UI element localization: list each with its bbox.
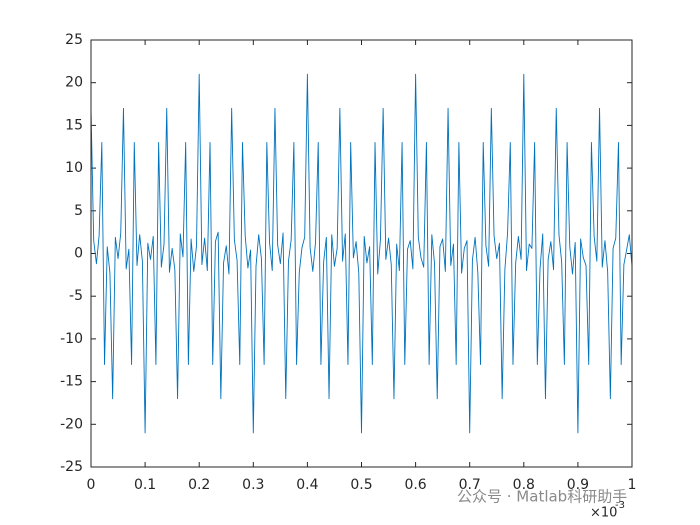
x-tick-label: 0.6 xyxy=(404,477,426,493)
plot-area xyxy=(91,40,632,467)
axes-box xyxy=(90,39,633,468)
y-tick-label: 0 xyxy=(74,246,83,262)
y-tick-label: 25 xyxy=(65,32,83,48)
y-tick-label: 15 xyxy=(65,117,83,133)
x-tick-label: 0.1 xyxy=(134,477,156,493)
x-tick-label: 0.5 xyxy=(350,477,372,493)
y-tick-label: 10 xyxy=(65,160,83,176)
y-tick-label: -25 xyxy=(60,459,83,475)
x-tick-label: 0.4 xyxy=(296,477,318,493)
y-tick-label: 5 xyxy=(74,203,83,219)
y-tick-label: -5 xyxy=(69,288,83,304)
x-tick-label: 1 xyxy=(628,477,637,493)
y-tick-label: 20 xyxy=(65,75,83,91)
x-tick-label: 0.3 xyxy=(242,477,264,493)
x-tick-label: 0 xyxy=(87,477,96,493)
x-tick-label: 0.2 xyxy=(188,477,210,493)
x-tick-label: 0.9 xyxy=(567,477,589,493)
line-series xyxy=(90,73,633,434)
y-tick-label: -10 xyxy=(60,331,83,347)
x-scale-exponent: -3 xyxy=(615,500,625,511)
x-tick-label: 0.7 xyxy=(459,477,481,493)
y-tick-label: -15 xyxy=(60,374,83,390)
x-scale-base: ×10 xyxy=(590,506,617,521)
watermark: 公众号 · Matlab科研助手 xyxy=(457,488,627,506)
x-tick-label: 0.8 xyxy=(513,477,535,493)
y-tick-label: -20 xyxy=(60,416,83,432)
